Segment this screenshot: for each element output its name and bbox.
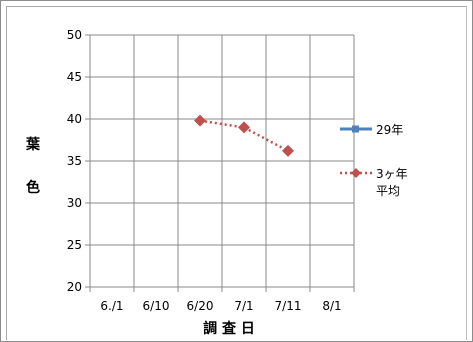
- x-tick-label: 6/20: [187, 299, 214, 313]
- legend-label-29nen: 29年: [376, 123, 403, 137]
- legend-marker-3year-avg: [351, 168, 361, 178]
- data-point-marker: [238, 121, 250, 134]
- y-axis-ticks: 20 25 30 35 40 45 50: [67, 28, 82, 294]
- y-axis-label-char-1: 葉: [25, 136, 41, 153]
- y-tick-label: 30: [67, 196, 82, 210]
- legend: 29年 3ヶ年 平均: [340, 123, 408, 198]
- y-tick-label: 40: [67, 112, 82, 126]
- y-axis-label-char-2: 色: [26, 179, 40, 196]
- y-tick-label: 20: [67, 280, 82, 294]
- y-tick-label: 50: [67, 28, 82, 42]
- legend-label-3year-avg-line2: 平均: [376, 184, 400, 198]
- y-tick-label: 35: [67, 154, 82, 168]
- x-tick-label: 7/11: [275, 299, 302, 313]
- series-layer: [194, 114, 294, 157]
- data-point-marker: [282, 144, 294, 157]
- legend-label-3year-avg-line1: 3ヶ年: [376, 167, 408, 181]
- x-tick-label: 8/1: [322, 299, 341, 313]
- x-tick-label: 6/10: [143, 299, 170, 313]
- x-tick-label: 7/1: [234, 299, 253, 313]
- x-axis-ticks: 6./1 6/10 6/20 7/1 7/11 8/1: [100, 299, 341, 313]
- plot-grid: [85, 34, 355, 292]
- x-axis-label: 調 査 日: [203, 320, 255, 337]
- y-tick-label: 25: [67, 238, 82, 252]
- y-tick-label: 45: [67, 70, 82, 84]
- x-tick-label: 6./1: [100, 299, 123, 313]
- legend-marker-29nen: [352, 125, 359, 133]
- data-point-marker: [194, 114, 206, 127]
- chart-area-frame: [6, 6, 467, 340]
